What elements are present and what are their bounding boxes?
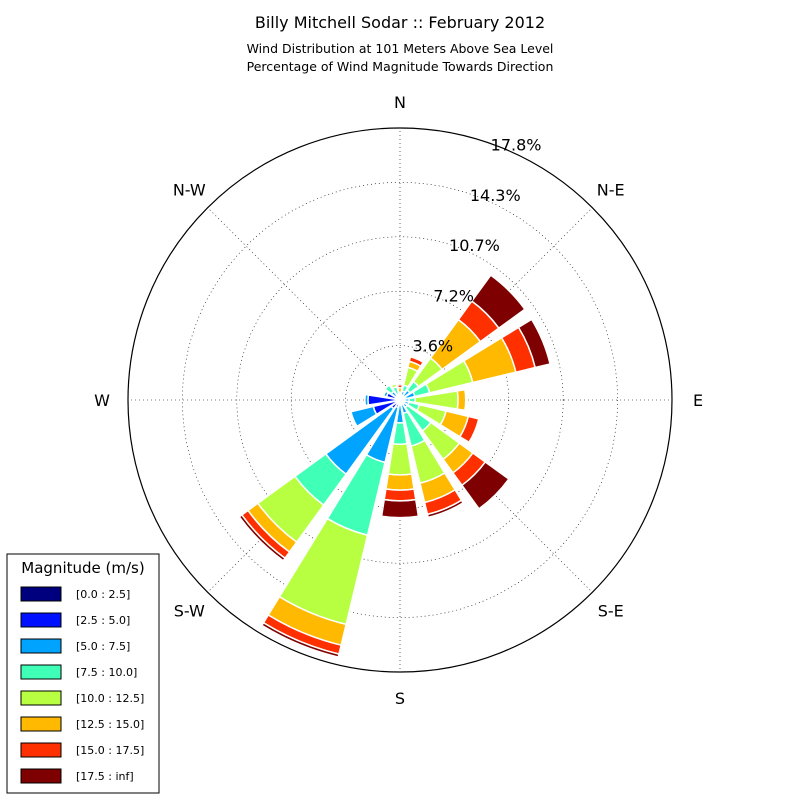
wind-bar-segment	[426, 499, 465, 519]
radial-tick-label: 7.2%	[433, 286, 474, 305]
polar-frame	[127, 127, 673, 673]
legend-swatch	[20, 768, 62, 784]
wind-bar-segment	[260, 621, 340, 658]
wind-bar-segment	[517, 318, 551, 369]
legend-swatch	[20, 638, 62, 654]
legend: Magnitude (m/s) [0.0 : 2.5] [2.5 : 5.0] [5…	[6, 553, 160, 794]
wind-bar-segment	[392, 421, 408, 446]
legend-title: Magnitude (m/s)	[21, 559, 144, 577]
wind-bar-segment	[238, 513, 287, 562]
axis-labels: N N-E E S-E S S-W W N-W 3.6% 7.2% 10.7% 14.3% 17.8%	[94, 93, 703, 708]
legend-swatch	[20, 612, 62, 628]
legend-swatch	[20, 716, 62, 732]
direction-label: S-W	[174, 602, 205, 621]
direction-label: N-W	[173, 180, 206, 199]
legend-swatch	[20, 664, 62, 680]
wind-bar-segment	[458, 415, 480, 444]
direction-gridline	[207, 207, 401, 401]
wind-bar-segment	[364, 393, 370, 407]
direction-label: S-E	[598, 602, 624, 621]
legend-swatch	[20, 690, 62, 706]
radial-tick-label: 17.8%	[491, 136, 542, 155]
radial-gridline	[182, 182, 618, 618]
chart-subtitle-line-2: Percentage of Wind Magnitude Towards Dir…	[247, 59, 554, 74]
direction-label: N-E	[597, 180, 625, 199]
legend-entry-label: [15.0 : 17.5]	[76, 744, 144, 757]
chart-subtitle-line-1: Wind Distribution at 101 Meters Above Se…	[247, 41, 554, 56]
radial-tick-label: 14.3%	[470, 186, 521, 205]
wind-bar-segment	[460, 460, 510, 510]
direction-label: S	[395, 689, 405, 708]
legend-entry-label: [12.5 : 15.0]	[76, 718, 144, 731]
legend-entry-label: [2.5 : 5.0]	[76, 614, 130, 627]
wind-bar-segment	[379, 388, 386, 397]
wind-bar-segment	[385, 473, 415, 491]
legend-entry-label: [0.0 : 2.5]	[76, 588, 130, 601]
direction-gridline	[399, 399, 593, 593]
wind-bar-segment	[470, 274, 526, 330]
direction-label: W	[94, 391, 110, 410]
radial-tick-label: 3.6%	[412, 337, 453, 356]
direction-label: N	[394, 93, 406, 112]
legend-swatch	[20, 586, 62, 602]
wind-bar-segment	[350, 405, 378, 428]
chart-title: Billy Mitchell Sodar :: February 2012	[255, 13, 545, 32]
polar-outer-circle	[127, 127, 673, 673]
wind-bar-segment	[380, 498, 420, 519]
radial-gridline	[236, 236, 564, 564]
radial-tick-label: 10.7%	[449, 236, 500, 255]
wind-bar-segment	[387, 442, 413, 476]
wind-bar-segment	[396, 382, 404, 386]
legend-entry-label: [10.0 : 12.5]	[76, 692, 144, 705]
legend-swatch	[20, 742, 62, 758]
wind-bar-segment	[408, 356, 425, 368]
wind-bar-segment	[384, 384, 395, 395]
wind-bar-segment	[383, 488, 417, 502]
direction-label: E	[693, 391, 703, 410]
legend-entry-label: [5.0 : 7.5]	[76, 640, 130, 653]
wind-rose-bars	[238, 274, 551, 658]
wind-bar-segment	[456, 388, 467, 412]
wind-bar-segment	[389, 381, 397, 387]
legend-entry-label: [7.5 : 10.0]	[76, 666, 137, 679]
legend-entry-label: [17.5 : inf]	[76, 770, 134, 783]
